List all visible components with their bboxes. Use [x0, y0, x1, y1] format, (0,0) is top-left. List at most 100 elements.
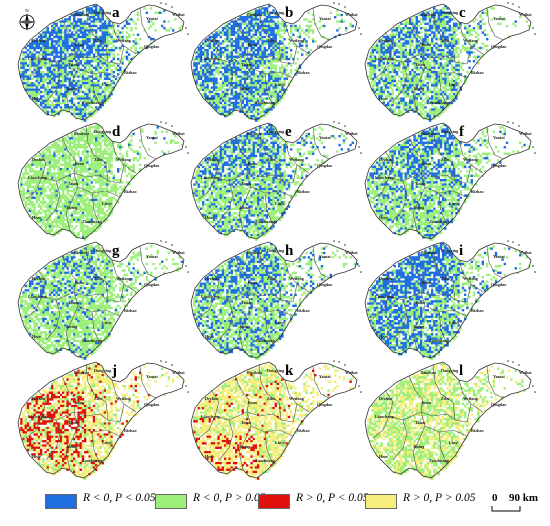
raster-pixel [433, 99, 436, 102]
raster-pixel [424, 57, 427, 61]
raster-pixel [232, 55, 236, 58]
raster-pixel [101, 33, 104, 36]
raster-pixel [197, 62, 200, 65]
raster-pixel [81, 46, 85, 50]
raster-pixel [90, 141, 93, 144]
raster-pixel [81, 11, 85, 14]
raster-pixel [210, 101, 214, 105]
raster-pixel [450, 77, 454, 80]
raster-pixel [243, 68, 247, 72]
raster-pixel [219, 84, 222, 87]
raster-pixel [195, 71, 198, 74]
city-label: Binzhou [247, 12, 263, 17]
raster-pixel [226, 84, 229, 87]
raster-pixel [97, 9, 100, 12]
raster-pixel [270, 42, 273, 45]
raster-pixel [246, 86, 249, 89]
raster-pixel [128, 141, 131, 144]
raster-pixel [464, 33, 467, 36]
raster-pixel [44, 49, 47, 52]
raster-pixel [86, 68, 89, 72]
raster-pixel [270, 84, 273, 87]
raster-pixel [81, 38, 85, 41]
raster-pixel [97, 51, 100, 54]
raster-pixel [97, 49, 100, 52]
raster-pixel [26, 183, 30, 186]
raster-pixel [230, 75, 233, 78]
raster-pixel [90, 172, 93, 175]
raster-pixel [68, 154, 71, 158]
raster-pixel [95, 135, 98, 138]
raster-pixel [68, 159, 71, 162]
raster-pixel [84, 38, 87, 41]
raster-pixel [64, 73, 67, 76]
raster-pixel [475, 18, 478, 21]
raster-pixel [62, 108, 65, 111]
raster-pixel [395, 88, 399, 91]
raster-pixel [40, 38, 43, 41]
raster-pixel [453, 93, 456, 96]
raster-pixel [68, 24, 71, 28]
raster-pixel [26, 88, 30, 91]
raster-pixel [57, 157, 60, 160]
raster-pixel [108, 64, 111, 67]
raster-pixel [46, 29, 49, 32]
raster-pixel [84, 108, 87, 111]
raster-pixel [428, 62, 432, 65]
raster-pixel [290, 49, 293, 52]
raster-pixel [35, 101, 38, 105]
raster-pixel [132, 132, 135, 136]
raster-pixel [415, 42, 418, 45]
raster-pixel [24, 84, 27, 87]
raster-pixel [66, 38, 69, 41]
raster-pixel [53, 157, 56, 160]
raster-pixel [281, 35, 284, 39]
raster-pixel [101, 95, 104, 98]
raster-pixel [382, 57, 385, 61]
raster-pixel [42, 90, 45, 94]
raster-pixel [283, 82, 286, 85]
raster-pixel [250, 55, 253, 58]
raster-pixel [402, 90, 405, 94]
raster-pixel [413, 64, 416, 67]
raster-pixel [92, 24, 96, 28]
raster-pixel [103, 31, 107, 34]
raster-pixel [237, 104, 240, 107]
raster-pixel [272, 88, 275, 91]
raster-pixel [68, 40, 71, 43]
raster-pixel [274, 44, 277, 47]
raster-pixel [415, 18, 418, 21]
raster-pixel [435, 38, 438, 41]
raster-pixel [252, 95, 255, 98]
raster-pixel [387, 101, 390, 105]
raster-pixel [433, 110, 436, 113]
raster-pixel [257, 82, 260, 85]
raster-pixel [90, 90, 93, 94]
raster-pixel [46, 163, 49, 166]
raster-pixel [431, 53, 434, 56]
raster-pixel [68, 90, 71, 94]
raster-pixel [176, 141, 179, 144]
raster-pixel [239, 82, 242, 85]
raster-pixel [453, 38, 456, 41]
raster-pixel [265, 18, 269, 21]
raster-pixel [106, 40, 109, 43]
raster-pixel [81, 101, 85, 105]
raster-pixel [246, 66, 249, 69]
raster-pixel [307, 31, 310, 34]
raster-pixel [263, 13, 266, 17]
raster-pixel [143, 7, 146, 10]
raster-pixel [40, 64, 43, 67]
raster-pixel [283, 22, 286, 25]
raster-pixel [228, 66, 231, 69]
raster-pixel [103, 152, 107, 155]
raster-pixel [464, 46, 467, 50]
raster-pixel [37, 35, 41, 39]
raster-pixel [51, 174, 54, 177]
raster-pixel [202, 51, 205, 54]
raster-pixel [46, 112, 49, 116]
raster-pixel [426, 22, 429, 25]
raster-pixel [95, 77, 98, 80]
raster-pixel [215, 90, 218, 94]
raster-pixel [228, 22, 231, 25]
